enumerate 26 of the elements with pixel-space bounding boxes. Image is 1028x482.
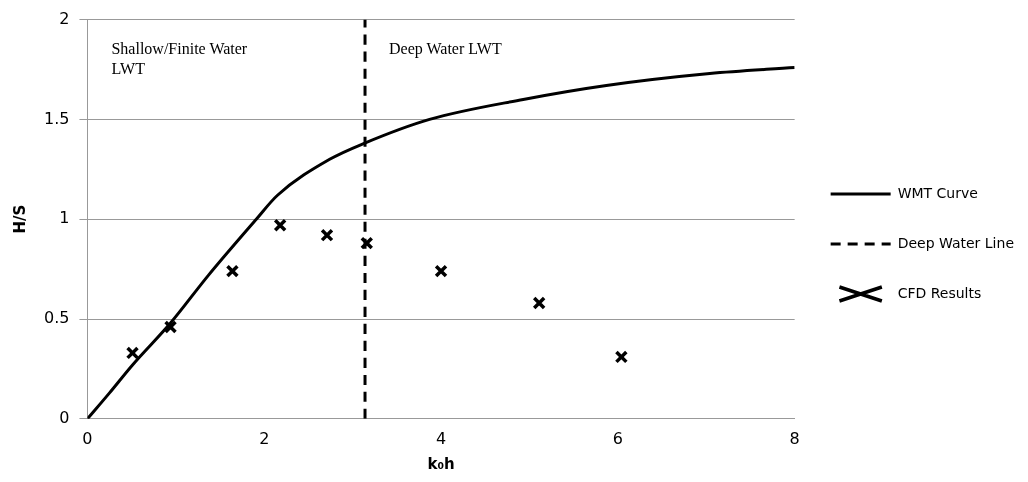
point bbox=[532, 296, 546, 310]
point bbox=[360, 236, 374, 250]
y-tick-label: 2 bbox=[59, 8, 70, 28]
point bbox=[434, 264, 448, 278]
y-tick-label: 1 bbox=[59, 208, 70, 228]
point bbox=[125, 346, 140, 360]
y-axis-title: H/S bbox=[10, 204, 29, 234]
y-tick-label: 1.5 bbox=[43, 108, 70, 128]
point bbox=[273, 218, 287, 232]
point bbox=[163, 320, 178, 334]
point bbox=[614, 350, 629, 364]
annotation: Deep Water LWT bbox=[389, 39, 502, 58]
x-tick-label: 4 bbox=[435, 428, 447, 448]
legend-label: WMT Curve bbox=[897, 184, 978, 201]
point bbox=[320, 228, 334, 242]
y-tick-label: 0 bbox=[59, 407, 70, 427]
annotation: Shallow/Finite Water LWT bbox=[111, 39, 248, 77]
legend-label: CFD Results bbox=[897, 284, 982, 301]
y-tick-label: 0.5 bbox=[43, 308, 70, 328]
x-tick-label: 0 bbox=[82, 428, 93, 448]
legend-label: Deep Water Line bbox=[897, 234, 1014, 251]
x-tick-label: 2 bbox=[259, 428, 270, 448]
point bbox=[225, 264, 240, 278]
x-axis-title: k₀h bbox=[427, 454, 455, 473]
x-tick-label: 8 bbox=[789, 428, 800, 448]
x-tick-label: 6 bbox=[612, 428, 623, 448]
